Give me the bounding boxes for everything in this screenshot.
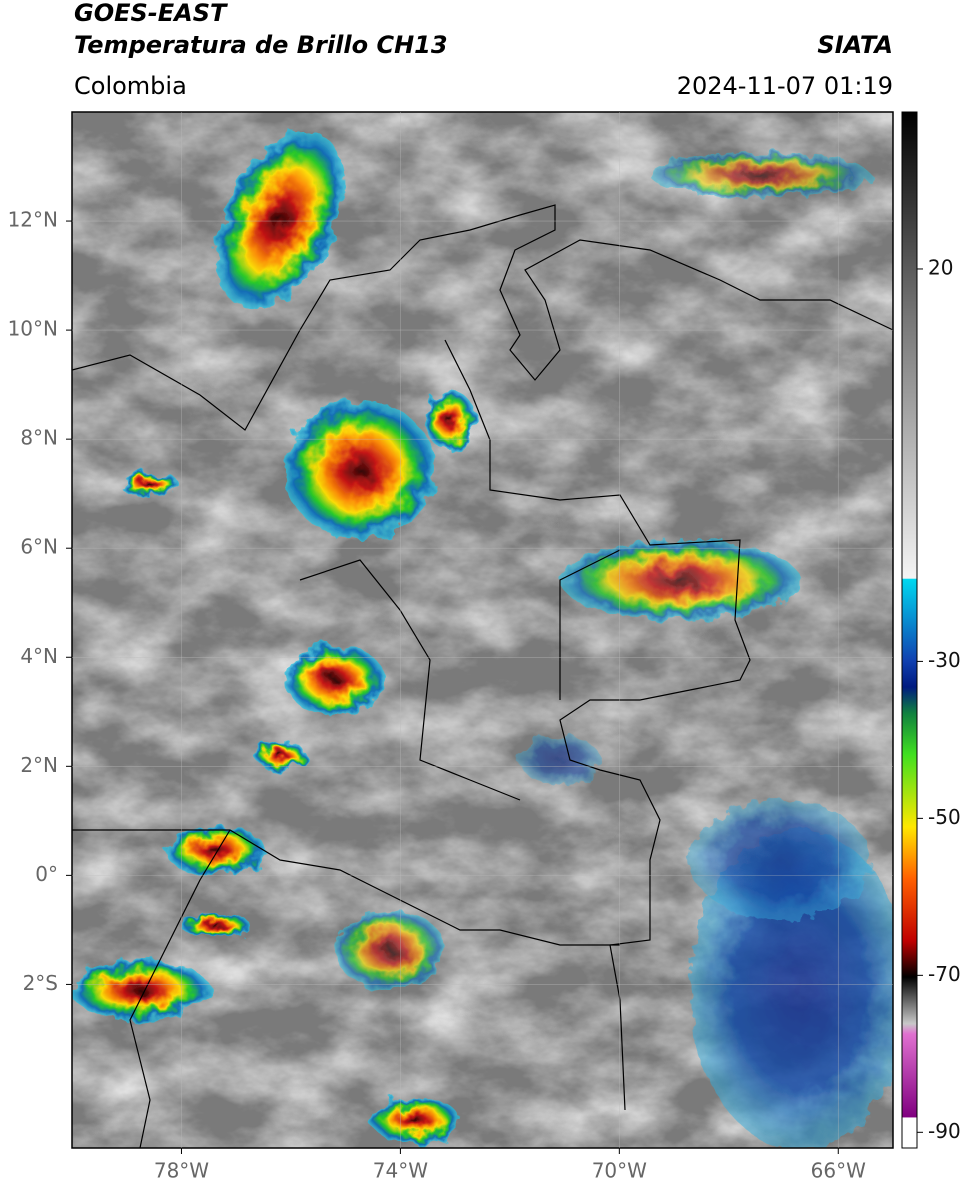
source: SIATA xyxy=(817,31,893,59)
map-frame xyxy=(71,111,894,1149)
colorbar-tick-label: -70 xyxy=(928,962,961,986)
datetime: 2024-11-07 01:19 xyxy=(677,72,893,100)
borders xyxy=(72,204,893,1148)
y-tick-label: 12°N xyxy=(8,208,58,232)
colorbar-tick-label: -50 xyxy=(928,805,961,829)
x-tick-label: 70°W xyxy=(592,1159,647,1183)
y-tick-label: 2°S xyxy=(23,971,58,995)
subtitle: Temperatura de Brillo CH13 xyxy=(74,31,448,59)
colorbar-tick-label: -30 xyxy=(928,648,961,672)
y-tick-label: 2°N xyxy=(20,753,58,777)
colorbar xyxy=(901,111,918,1149)
x-tick-label: 66°W xyxy=(811,1159,866,1183)
x-tick-label: 78°W xyxy=(154,1159,209,1183)
y-tick-label: 0° xyxy=(35,862,58,886)
colorbar-tick-label: -90 xyxy=(928,1119,961,1143)
map-image xyxy=(72,112,893,1148)
x-tick-label: 74°W xyxy=(373,1159,428,1183)
y-tick-label: 6°N xyxy=(20,535,58,559)
y-tick-label: 8°N xyxy=(20,426,58,450)
title: GOES-EAST xyxy=(74,0,228,27)
region: Colombia xyxy=(74,72,187,100)
colorbar-tick-label: 20 xyxy=(928,255,953,279)
y-tick-label: 10°N xyxy=(8,317,58,341)
y-tick-label: 4°N xyxy=(20,644,58,668)
